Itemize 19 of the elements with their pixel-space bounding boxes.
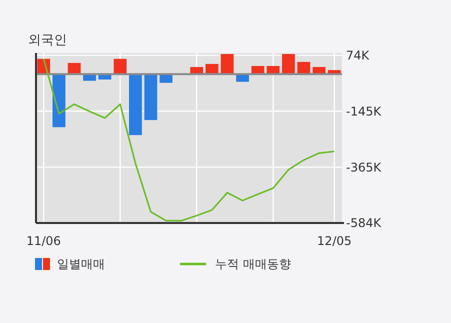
y-tick-label: -584K bbox=[346, 216, 382, 230]
bar bbox=[236, 74, 249, 82]
bar bbox=[129, 74, 142, 136]
legend-label: 누적 매매동향 bbox=[215, 257, 291, 271]
x-tick-label: 12/05 bbox=[317, 234, 352, 248]
y-tick-label: -145K bbox=[346, 104, 382, 118]
line-series bbox=[42, 58, 336, 222]
bar bbox=[160, 74, 172, 83]
y-tick-label: -365K bbox=[346, 160, 382, 174]
bar bbox=[144, 74, 158, 120]
bar bbox=[282, 54, 295, 74]
bar bbox=[114, 58, 127, 74]
bar bbox=[83, 74, 96, 81]
x-tick-label: 11/06 bbox=[26, 234, 61, 248]
bar bbox=[52, 74, 66, 128]
bar bbox=[220, 54, 234, 74]
chart-title: 외국인 bbox=[28, 33, 67, 48]
y-tick-label: 74K bbox=[346, 48, 370, 62]
legend-label: 일별매매 bbox=[57, 257, 105, 271]
